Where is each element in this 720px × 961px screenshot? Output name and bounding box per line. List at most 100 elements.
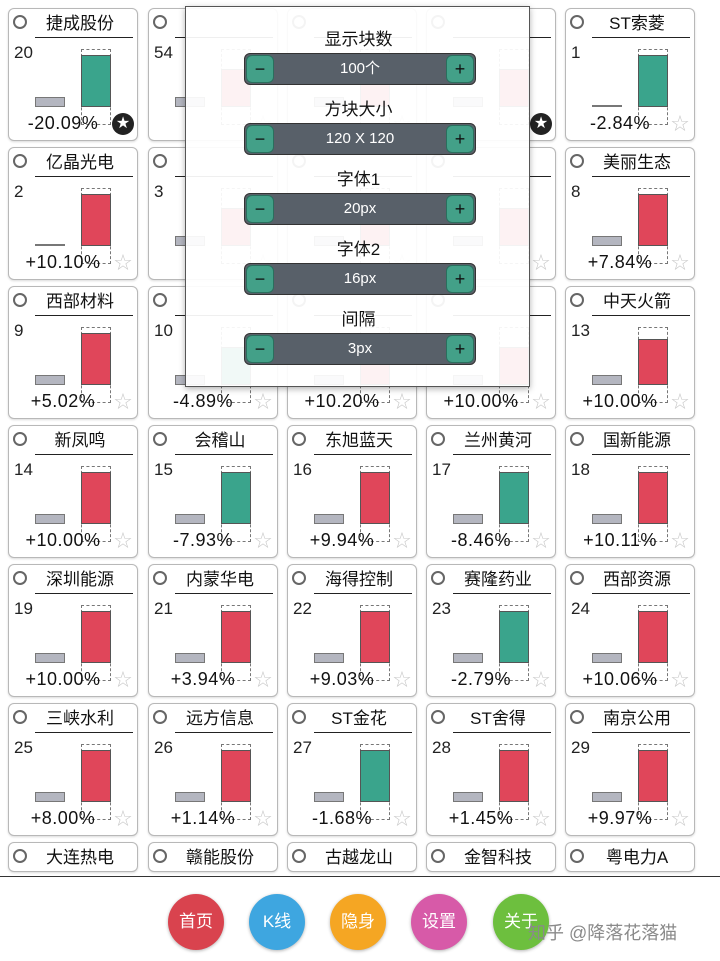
select-radio[interactable] [153,710,167,724]
select-radio[interactable] [13,15,27,29]
favorite-star-icon[interactable]: ☆ [253,667,273,692]
stock-tile[interactable]: 金智科技 [426,842,556,872]
favorite-star-icon[interactable]: ☆ [392,667,412,692]
favorite-star-icon[interactable]: ☆ [670,389,690,414]
select-radio[interactable] [570,154,584,168]
stock-tile[interactable]: 会稽山 15 -7.93% ☆ [148,425,278,558]
select-radio[interactable] [13,710,27,724]
setting-label: 字体2 [336,240,381,259]
favorite-star-icon[interactable]: ☆ [253,389,273,414]
favorite-star-icon[interactable]: ☆ [113,667,133,692]
favorite-star-icon[interactable]: ☆ [670,111,690,136]
favorite-star-icon[interactable]: ☆ [531,806,551,831]
stock-tile[interactable]: 中天火箭 13 +10.00% ☆ [565,286,695,419]
stock-tile[interactable]: 捷成股份 20 -20.09% ★ [8,8,138,141]
select-radio[interactable] [292,432,306,446]
favorite-star-icon[interactable]: ☆ [113,250,133,275]
select-radio[interactable] [570,432,584,446]
stock-tile[interactable]: 内蒙华电 21 +3.94% ☆ [148,564,278,697]
favorite-star-icon[interactable]: ☆ [670,806,690,831]
favorite-star-icon[interactable]: ☆ [253,806,273,831]
decrement-button[interactable]: − [246,195,274,223]
decrement-button[interactable]: − [246,125,274,153]
select-radio[interactable] [431,432,445,446]
stock-tile[interactable]: ST索菱 1 -2.84% ☆ [565,8,695,141]
select-radio[interactable] [431,849,445,863]
select-radio[interactable] [570,849,584,863]
favorite-star-icon[interactable]: ☆ [531,667,551,692]
stock-tile[interactable]: 南京公用 29 +9.97% ☆ [565,703,695,836]
select-radio[interactable] [153,154,167,168]
stock-rank: 1 [571,43,581,62]
select-radio[interactable] [153,432,167,446]
stock-tile[interactable]: ST金花 27 -1.68% ☆ [287,703,417,836]
stock-tile[interactable]: 亿晶光电 2 +10.10% ☆ [8,147,138,280]
select-radio[interactable] [292,710,306,724]
stock-tile[interactable]: 粤电力A [565,842,695,872]
select-radio[interactable] [431,710,445,724]
select-radio[interactable] [292,571,306,585]
favorite-star-icon[interactable]: ★ [112,113,134,135]
stock-tile[interactable]: 远方信息 26 +1.14% ☆ [148,703,278,836]
select-radio[interactable] [570,571,584,585]
increment-button[interactable]: + [446,55,474,83]
stock-tile[interactable]: 兰州黄河 17 -8.46% ☆ [426,425,556,558]
nav-button-4[interactable]: 关于 [493,894,549,950]
nav-button-3[interactable]: 设置 [411,894,467,950]
nav-button-0[interactable]: 首页 [168,894,224,950]
favorite-star-icon[interactable]: ☆ [392,528,412,553]
stock-tile[interactable]: 新凤鸣 14 +10.00% ☆ [8,425,138,558]
favorite-star-icon[interactable]: ☆ [113,389,133,414]
decrement-button[interactable]: − [246,265,274,293]
select-radio[interactable] [570,293,584,307]
favorite-star-icon[interactable]: ☆ [253,528,273,553]
select-radio[interactable] [153,571,167,585]
increment-button[interactable]: + [446,125,474,153]
stock-tile[interactable]: ST舍得 28 +1.45% ☆ [426,703,556,836]
stock-tile[interactable]: 大连热电 [8,842,138,872]
nav-button-2[interactable]: 隐身 [330,894,386,950]
increment-button[interactable]: + [446,335,474,363]
select-radio[interactable] [153,293,167,307]
decrement-button[interactable]: − [246,55,274,83]
stock-tile[interactable]: 西部资源 24 +10.06% ☆ [565,564,695,697]
select-radio[interactable] [13,571,27,585]
favorite-star-icon[interactable]: ☆ [113,528,133,553]
favorite-star-icon[interactable]: ☆ [392,389,412,414]
select-radio[interactable] [13,293,27,307]
select-radio[interactable] [153,849,167,863]
stock-tile[interactable]: 深圳能源 19 +10.00% ☆ [8,564,138,697]
stock-tile[interactable]: 赣能股份 [148,842,278,872]
stock-tile[interactable]: 西部材料 9 +5.02% ☆ [8,286,138,419]
select-radio[interactable] [13,432,27,446]
select-radio[interactable] [292,849,306,863]
favorite-star-icon[interactable]: ☆ [531,528,551,553]
select-radio[interactable] [13,154,27,168]
stock-tile[interactable]: 海得控制 22 +9.03% ☆ [287,564,417,697]
stock-name: 会稽山 [194,431,246,450]
favorite-star-icon[interactable]: ☆ [392,806,412,831]
favorite-star-icon[interactable]: ☆ [531,389,551,414]
increment-button[interactable]: + [446,195,474,223]
favorite-star-icon[interactable]: ☆ [670,667,690,692]
stock-tile[interactable]: 三峡水利 25 +8.00% ☆ [8,703,138,836]
select-radio[interactable] [570,15,584,29]
select-radio[interactable] [431,571,445,585]
stock-tile[interactable]: 国新能源 18 +10.11% ☆ [565,425,695,558]
nav-button-1[interactable]: K线 [249,894,305,950]
favorite-star-icon[interactable]: ☆ [670,528,690,553]
select-radio[interactable] [153,15,167,29]
stock-tile[interactable]: 赛隆药业 23 -2.79% ☆ [426,564,556,697]
favorite-star-icon[interactable]: ☆ [531,250,551,275]
select-radio[interactable] [570,710,584,724]
stock-tile[interactable]: 东旭蓝天 16 +9.94% ☆ [287,425,417,558]
stock-tile[interactable]: 古越龙山 [287,842,417,872]
favorite-star-icon[interactable]: ★ [530,113,552,135]
select-radio[interactable] [13,849,27,863]
increment-button[interactable]: + [446,265,474,293]
decrement-button[interactable]: − [246,335,274,363]
favorite-star-icon[interactable]: ☆ [113,806,133,831]
setting-label: 方块大小 [324,100,393,119]
favorite-star-icon[interactable]: ☆ [670,250,690,275]
stock-tile[interactable]: 美丽生态 8 +7.84% ☆ [565,147,695,280]
